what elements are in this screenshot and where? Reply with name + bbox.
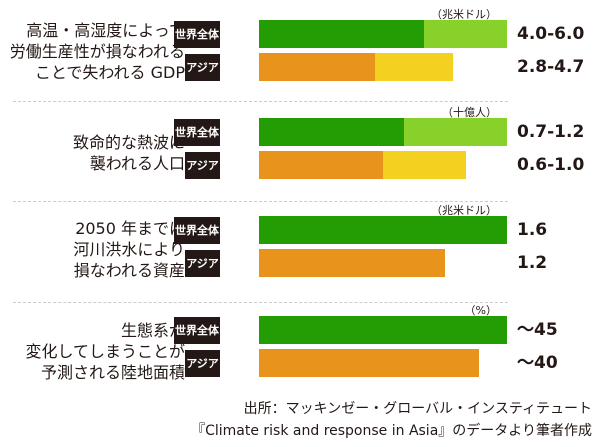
- bar-high: [424, 20, 507, 48]
- bar-group: 高温・高湿度によって 労働生産性が損なわれる ことで失われる GDP （兆米ドル）…: [0, 8, 600, 110]
- series-tag: アジア: [185, 152, 220, 179]
- bar-group: 2050 年までに 河川洪水により 損なわれる資産 （兆米ドル） 世界全体 1.6 アジ…: [0, 204, 600, 306]
- bar-group: 生態系が 変化してしまうことが 予測される陸地面積 （%） 世界全体 ～45 アジア ～4…: [0, 304, 600, 406]
- category-label: 致命的な熱波に 襲われる人口: [72, 133, 185, 173]
- unit-label: （%）: [464, 304, 497, 317]
- value-label: 0.7-1.2: [517, 122, 585, 142]
- series-tag: 世界全体: [174, 21, 220, 48]
- value-label: ～40: [517, 353, 558, 373]
- bar-low: [259, 20, 425, 48]
- value-label: 0.6-1.0: [517, 155, 585, 175]
- separator: [13, 302, 508, 303]
- unit-label: （兆米ドル）: [431, 8, 497, 21]
- bar-group: 致命的な熱波に 襲われる人口 （十億人） 世界全体 0.7-1.2 アジア 0.6-1.0: [0, 106, 600, 208]
- unit-label: （十億人）: [442, 106, 497, 119]
- bar-high: [374, 53, 454, 81]
- unit-label: （兆米ドル）: [431, 204, 497, 217]
- category-label: 生態系が 変化してしまうことが 予測される陸地面積: [25, 321, 185, 382]
- series-tag: 世界全体: [174, 317, 220, 344]
- value-label: ～45: [517, 320, 558, 340]
- bar-low: [259, 53, 375, 81]
- value-label: 1.6: [517, 220, 548, 240]
- source-line-2: 『Climate risk and response in Asia』のデータよ…: [191, 423, 592, 439]
- separator: [13, 201, 508, 202]
- value-label: 2.8-4.7: [517, 57, 585, 77]
- bar-low: [259, 216, 507, 244]
- bar-low: [259, 249, 445, 277]
- category-label: 2050 年までに 河川洪水により 損なわれる資産: [73, 219, 185, 280]
- bar-low: [259, 151, 383, 179]
- bar-low: [259, 316, 507, 344]
- value-label: 1.2: [517, 253, 548, 273]
- bar-high: [383, 151, 466, 179]
- series-tag: 世界全体: [174, 217, 220, 244]
- bar-low: [259, 118, 404, 146]
- value-label: 4.0-6.0: [517, 24, 585, 44]
- series-tag: アジア: [185, 250, 220, 277]
- series-tag: アジア: [185, 350, 220, 377]
- series-tag: 世界全体: [174, 119, 220, 146]
- bar-high: [403, 118, 507, 146]
- source-line-1: 出所：マッキンゼー・グローバル・インスティテュート: [243, 401, 592, 417]
- separator: [13, 101, 508, 102]
- bar-low: [259, 349, 480, 377]
- category-label: 高温・高湿度によって 労働生産性が損なわれる ことで失われる GDP: [9, 21, 185, 82]
- series-tag: アジア: [185, 54, 220, 81]
